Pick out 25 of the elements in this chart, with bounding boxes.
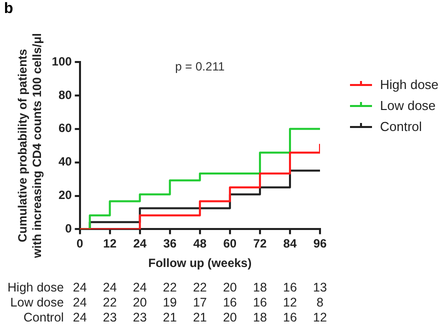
text: Control 24 23 23 21 21 20 18 16 12	[24, 310, 327, 324]
legend-label: High dose	[380, 77, 439, 92]
x-tick-label: 12	[103, 236, 117, 251]
x-tick-label: 60	[223, 236, 237, 251]
y-tick-label: 40	[58, 154, 72, 169]
y-tick-label: 80	[58, 88, 72, 102]
y-tick-label: 60	[58, 121, 72, 136]
x-tick-label: 36	[163, 236, 177, 251]
legend-label: Control	[380, 119, 422, 134]
x-axis-title: Follow up (weeks)	[148, 256, 252, 270]
x-tick-label: 24	[133, 236, 147, 251]
y-tick-label: 0	[65, 222, 72, 236]
x-tick-label: 48	[193, 236, 207, 251]
x-tick-label: 72	[253, 236, 267, 251]
x-tick-label: 0	[76, 236, 84, 251]
y-axis-title: Cumulative probability of patients with increasing CD4 counts 100 cells/μl	[16, 33, 44, 259]
legend-label: Low dose	[380, 98, 436, 113]
x-tick-label: 96	[313, 236, 327, 251]
chart-title: b	[4, 0, 14, 17]
y-tick-label: 20	[58, 188, 72, 202]
text: Low dose 24 22 20 19 17 16 16 12 8	[10, 295, 324, 310]
x-tick-label: 84	[283, 236, 297, 251]
text: High dose 24 24 24 22 22 20 18 16 13	[8, 280, 327, 294]
y-tick-label: 100	[52, 54, 72, 68]
annotation: p = 0.211	[175, 59, 225, 74]
